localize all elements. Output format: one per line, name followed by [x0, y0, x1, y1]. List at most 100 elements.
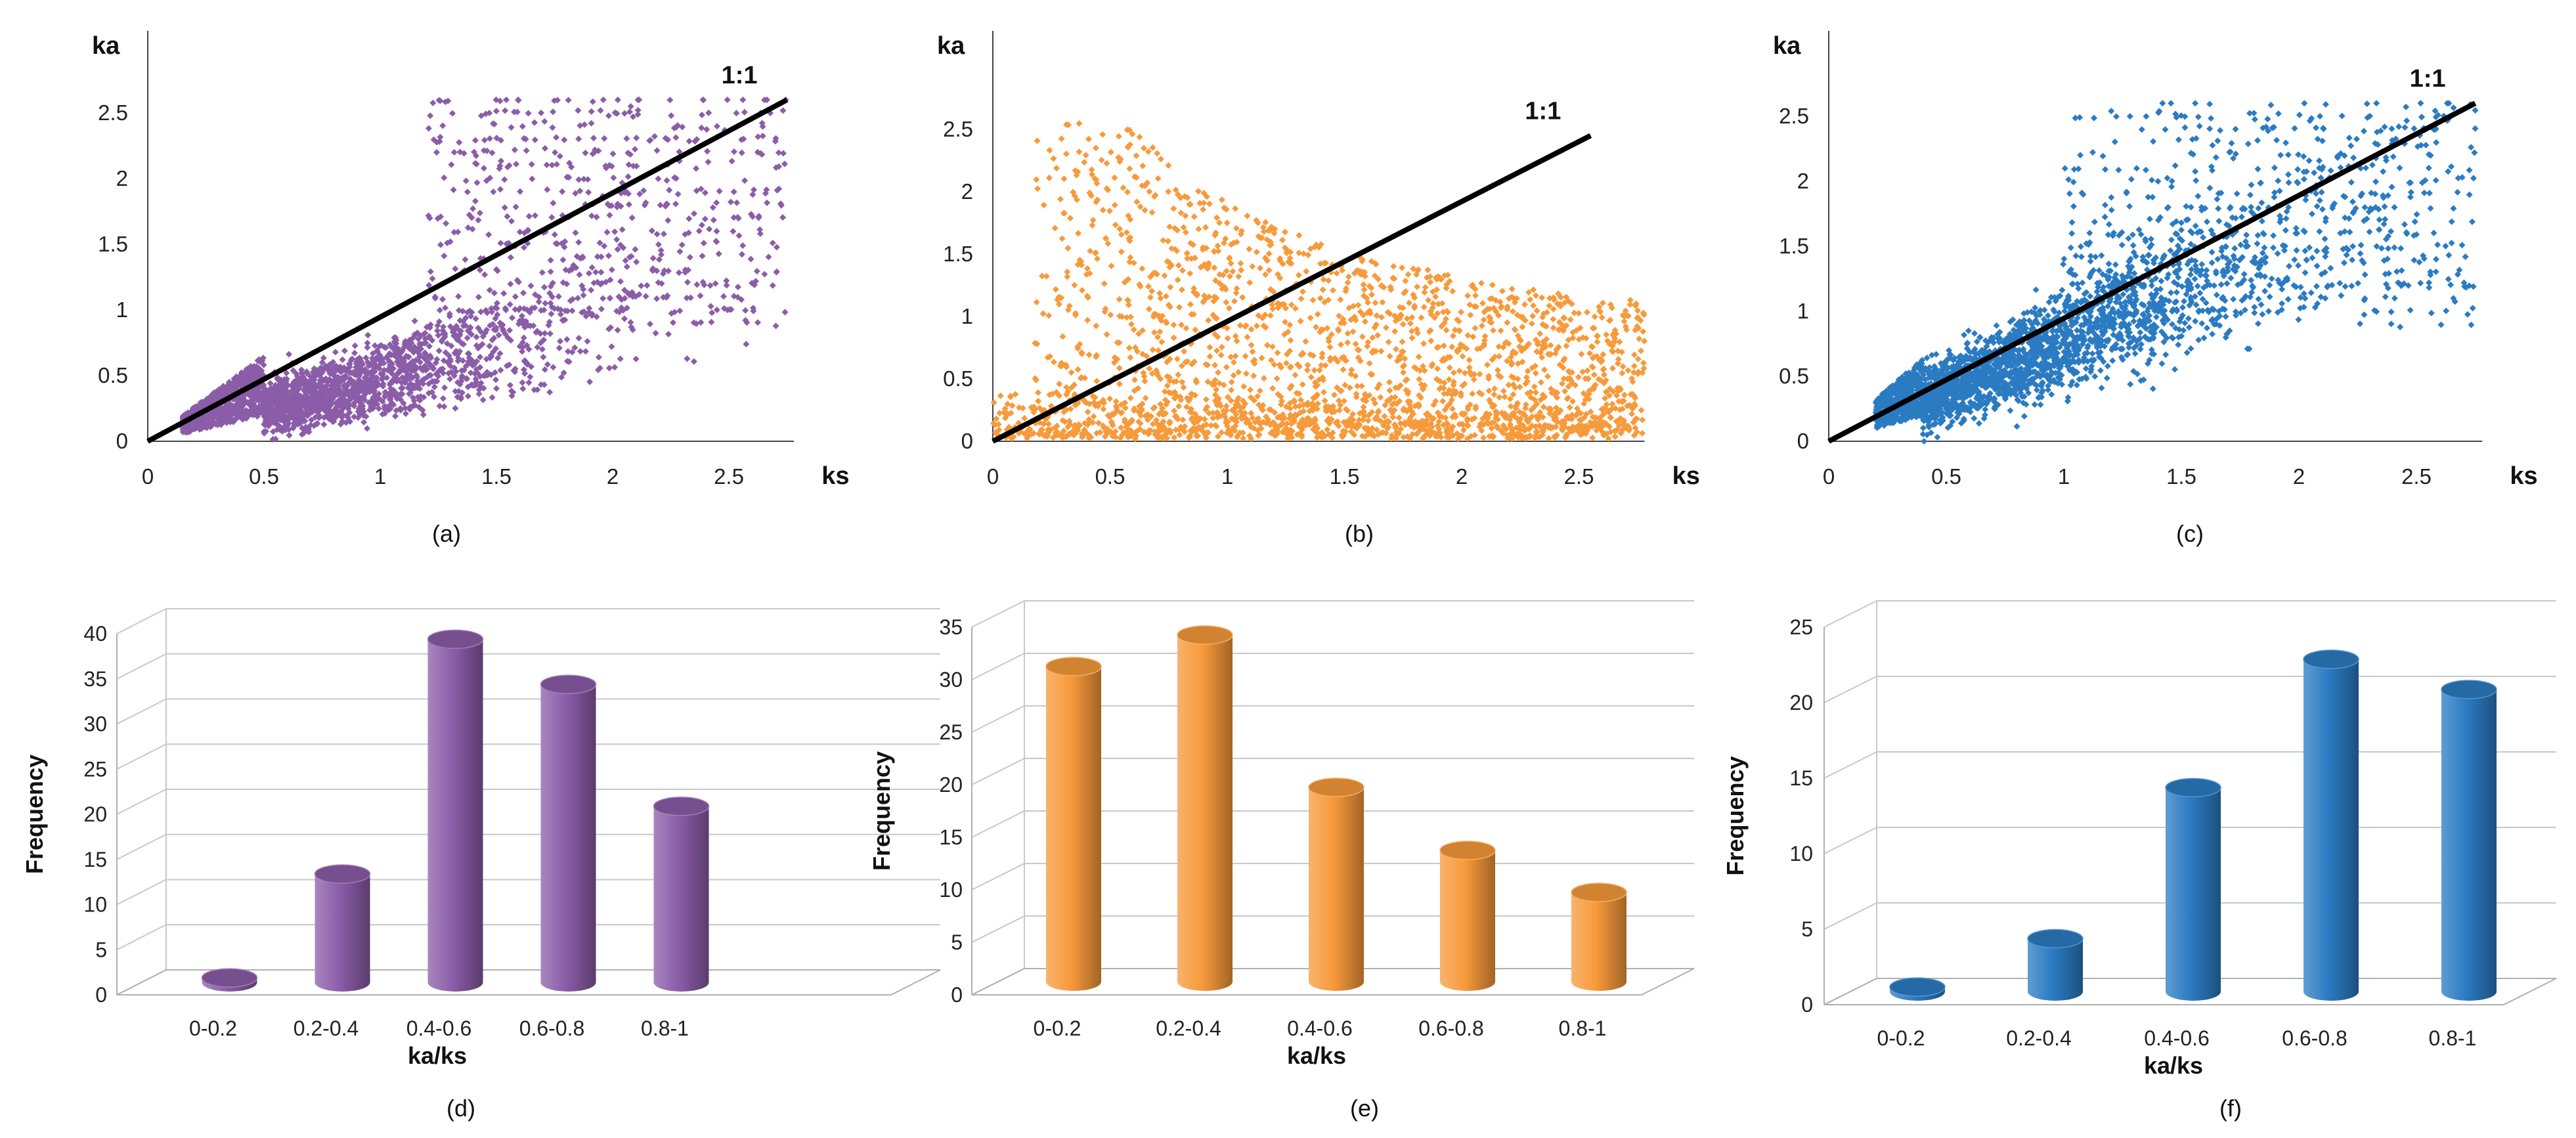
- scatter-point: [714, 123, 720, 130]
- scatter-point: [738, 251, 745, 258]
- scatter-point: [723, 282, 730, 289]
- scatter-point: [1619, 363, 1626, 370]
- scatter-point: [546, 330, 554, 338]
- scatter-point: [600, 97, 607, 103]
- scatter-point: [632, 246, 639, 253]
- x-axis-title: ks: [1672, 462, 1700, 490]
- scatter-point: [1101, 280, 1108, 287]
- scatter-point: [1550, 316, 1557, 323]
- scatter-point: [621, 315, 628, 322]
- scatter-point: [458, 340, 466, 347]
- scatter-point: [1235, 273, 1242, 280]
- scatter-point: [649, 255, 657, 262]
- scatter-point: [441, 174, 448, 181]
- scatter-point: [582, 348, 589, 355]
- scatter-point: [491, 369, 498, 376]
- scatter-point: [1200, 206, 1207, 213]
- x-tick-label: 0: [987, 464, 999, 489]
- scatter-point: [1449, 332, 1456, 339]
- scatter-point: [605, 364, 613, 372]
- scatter-point: [450, 229, 458, 236]
- scatter-point: [282, 383, 289, 391]
- scatter-point: [349, 355, 356, 362]
- scatter-point: [613, 236, 621, 243]
- scatter-point: [429, 275, 436, 282]
- scatter-point: [314, 409, 321, 416]
- scatter-point: [1126, 165, 1133, 172]
- scatter-point: [1269, 385, 1277, 392]
- scatter-point: [730, 214, 737, 221]
- scatter-point: [701, 189, 709, 196]
- scatter-point: [1638, 347, 1644, 355]
- scatter-point: [1386, 379, 1393, 386]
- y-tick-label: 2: [116, 166, 128, 190]
- scatter-point: [1242, 353, 1249, 360]
- scatter-point: [1053, 165, 1060, 172]
- scatter-point: [1639, 416, 1646, 424]
- scatter-point: [611, 364, 618, 371]
- scatter-point: [410, 401, 418, 408]
- scatter-point: [556, 152, 563, 160]
- scatter-point: [575, 239, 582, 246]
- scatter-point: [1186, 201, 1193, 208]
- scatter-point: [546, 389, 554, 396]
- scatter-point: [426, 380, 432, 387]
- scatter-point: [1531, 383, 1538, 390]
- scatter-point: [458, 372, 466, 380]
- scatter-point: [1092, 144, 1099, 152]
- scatter-point: [676, 307, 684, 315]
- scatter-point: [1584, 367, 1591, 374]
- scatter-point: [1133, 198, 1141, 206]
- scatter-point: [489, 394, 496, 401]
- scatter-point: [576, 271, 583, 278]
- scatter-point: [588, 286, 595, 294]
- scatter-point: [538, 269, 546, 276]
- scatter-point: [1118, 248, 1125, 255]
- scatter-point: [497, 366, 504, 374]
- scatter-point: [781, 309, 789, 316]
- scatter-point: [1325, 277, 1332, 284]
- scatter-point: [373, 374, 380, 382]
- scatter-point: [1084, 408, 1091, 416]
- scatter-point: [519, 348, 526, 355]
- scatter-point: [547, 268, 554, 275]
- scatter-point: [1046, 146, 1053, 154]
- scatter-point: [1212, 362, 1219, 369]
- scatter-point: [1476, 370, 1483, 378]
- scatter-point: [1145, 305, 1152, 313]
- scatter-point: [710, 217, 717, 224]
- scatter-point: [438, 338, 445, 345]
- scatter-point: [1500, 387, 1507, 395]
- scatter-point: [362, 413, 370, 420]
- scatter-point: [439, 122, 447, 129]
- scatter-point: [1296, 250, 1303, 257]
- scatter-point: [1137, 203, 1144, 210]
- scatter-point: [1081, 159, 1088, 165]
- scatter-point: [724, 97, 731, 103]
- scatter-point: [494, 311, 501, 318]
- scatter-point: [1638, 406, 1645, 414]
- scatter-point: [684, 278, 691, 286]
- scatter-point: [1214, 242, 1221, 250]
- scatter-point: [1459, 353, 1466, 360]
- scatter-point: [1355, 301, 1362, 309]
- scatter-point: [542, 144, 548, 152]
- scatter-point: [1575, 374, 1582, 381]
- scatter-point: [731, 148, 737, 155]
- scatter-point: [534, 386, 541, 393]
- scatter-point: [1103, 331, 1110, 338]
- scatter-point: [364, 339, 371, 347]
- scatter-point: [1162, 293, 1169, 300]
- scatter-point: [605, 252, 612, 259]
- scatter-point: [665, 267, 672, 274]
- scatter-point: [544, 186, 551, 193]
- scatter-point: [1230, 372, 1237, 379]
- scatter-point: [1408, 334, 1416, 341]
- scatter-point: [559, 188, 566, 195]
- scatter-point: [632, 355, 640, 362]
- scatter-point: [728, 198, 734, 206]
- scatter-point: [1630, 351, 1638, 359]
- scatter-point: [1106, 395, 1114, 403]
- scatter-point: [538, 345, 546, 353]
- scatter-point: [1033, 299, 1040, 306]
